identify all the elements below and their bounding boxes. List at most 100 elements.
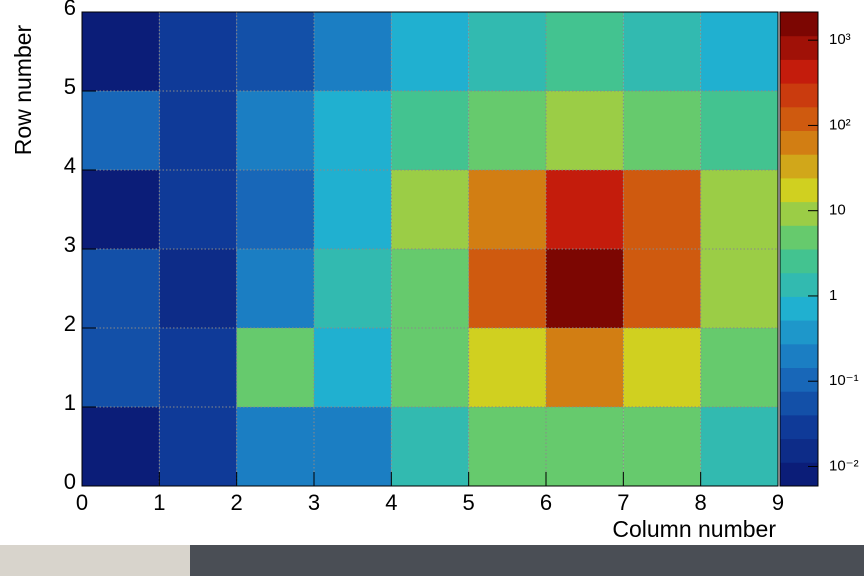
cell bbox=[237, 328, 314, 407]
cell bbox=[159, 249, 236, 328]
color-bar-band bbox=[780, 83, 818, 107]
z-tick-label: 1 bbox=[829, 287, 837, 304]
cell bbox=[314, 91, 391, 170]
color-bar-band bbox=[780, 462, 818, 486]
cell bbox=[546, 91, 623, 170]
cell bbox=[82, 12, 159, 91]
cell bbox=[314, 407, 391, 486]
cell bbox=[159, 328, 236, 407]
cell bbox=[391, 328, 468, 407]
cell bbox=[314, 12, 391, 91]
cell bbox=[237, 12, 314, 91]
cell bbox=[546, 328, 623, 407]
cell bbox=[469, 328, 546, 407]
color-bar-band bbox=[780, 344, 818, 368]
x-tick-label: 2 bbox=[231, 490, 243, 515]
cell bbox=[701, 170, 778, 249]
color-bar-band bbox=[780, 131, 818, 155]
cell bbox=[701, 12, 778, 91]
y-tick-label: 4 bbox=[64, 153, 76, 178]
z-tick-label: 10⁻¹ bbox=[829, 372, 859, 389]
cell bbox=[623, 249, 700, 328]
y-tick-label: 0 bbox=[64, 469, 76, 494]
color-bar-band bbox=[780, 415, 818, 439]
cell bbox=[623, 407, 700, 486]
cell bbox=[469, 407, 546, 486]
cell bbox=[314, 170, 391, 249]
page: {"chart_data": {"type": "heatmap", "x_la… bbox=[0, 0, 864, 576]
cell bbox=[314, 328, 391, 407]
color-bar-band bbox=[780, 391, 818, 415]
y-tick-label: 5 bbox=[64, 74, 76, 99]
cell bbox=[546, 249, 623, 328]
chart: Row number Column number 012345678901234… bbox=[0, 0, 864, 576]
cell bbox=[469, 91, 546, 170]
cell bbox=[159, 407, 236, 486]
cell bbox=[237, 407, 314, 486]
color-bar-band bbox=[780, 439, 818, 463]
cell bbox=[391, 407, 468, 486]
z-tick-label: 10² bbox=[829, 116, 851, 133]
cell bbox=[237, 170, 314, 249]
background-photo bbox=[190, 545, 864, 576]
z-tick-label: 10 bbox=[829, 202, 846, 219]
cell bbox=[82, 328, 159, 407]
color-bar-band bbox=[780, 249, 818, 273]
x-tick-label: 4 bbox=[385, 490, 397, 515]
cell bbox=[546, 12, 623, 91]
cell bbox=[469, 170, 546, 249]
cell bbox=[391, 91, 468, 170]
color-bar-band bbox=[780, 368, 818, 392]
color-bar-band bbox=[780, 36, 818, 60]
cell bbox=[623, 12, 700, 91]
cell bbox=[701, 407, 778, 486]
x-tick-label: 9 bbox=[772, 490, 784, 515]
y-tick-label: 6 bbox=[64, 0, 76, 20]
cell bbox=[391, 249, 468, 328]
cell bbox=[469, 12, 546, 91]
cell bbox=[82, 249, 159, 328]
cell bbox=[159, 12, 236, 91]
cell bbox=[82, 407, 159, 486]
color-bar-band bbox=[780, 320, 818, 344]
color-bar-band bbox=[780, 107, 818, 131]
cell bbox=[82, 91, 159, 170]
cell bbox=[546, 170, 623, 249]
cell bbox=[314, 249, 391, 328]
x-tick-label: 5 bbox=[463, 490, 475, 515]
color-bar-band bbox=[780, 225, 818, 249]
y-tick-label: 3 bbox=[64, 232, 76, 257]
color-bar-band bbox=[780, 273, 818, 297]
x-tick-label: 7 bbox=[617, 490, 629, 515]
x-tick-label: 0 bbox=[76, 490, 88, 515]
color-bar-band bbox=[780, 154, 818, 178]
color-bar-band bbox=[780, 12, 818, 36]
cell bbox=[391, 170, 468, 249]
cell bbox=[237, 249, 314, 328]
x-axis-title: Column number bbox=[612, 516, 776, 542]
cell bbox=[546, 407, 623, 486]
cell bbox=[469, 249, 546, 328]
cell bbox=[159, 91, 236, 170]
x-tick-label: 8 bbox=[695, 490, 707, 515]
y-tick-label: 1 bbox=[64, 390, 76, 415]
z-tick-label: 10³ bbox=[829, 31, 851, 48]
cell bbox=[623, 170, 700, 249]
background-photo bbox=[0, 545, 190, 576]
cell bbox=[701, 249, 778, 328]
cell bbox=[623, 91, 700, 170]
cell bbox=[237, 91, 314, 170]
color-bar-band bbox=[780, 178, 818, 202]
color-bar-band bbox=[780, 202, 818, 226]
cell bbox=[391, 12, 468, 91]
cell bbox=[159, 170, 236, 249]
x-tick-label: 1 bbox=[153, 490, 165, 515]
x-tick-label: 3 bbox=[308, 490, 320, 515]
cell bbox=[701, 91, 778, 170]
cell bbox=[701, 328, 778, 407]
z-tick-label: 10⁻² bbox=[829, 457, 859, 474]
y-axis-title: Row number bbox=[10, 24, 36, 155]
color-bar-band bbox=[780, 59, 818, 83]
cell bbox=[623, 328, 700, 407]
x-tick-label: 6 bbox=[540, 490, 552, 515]
